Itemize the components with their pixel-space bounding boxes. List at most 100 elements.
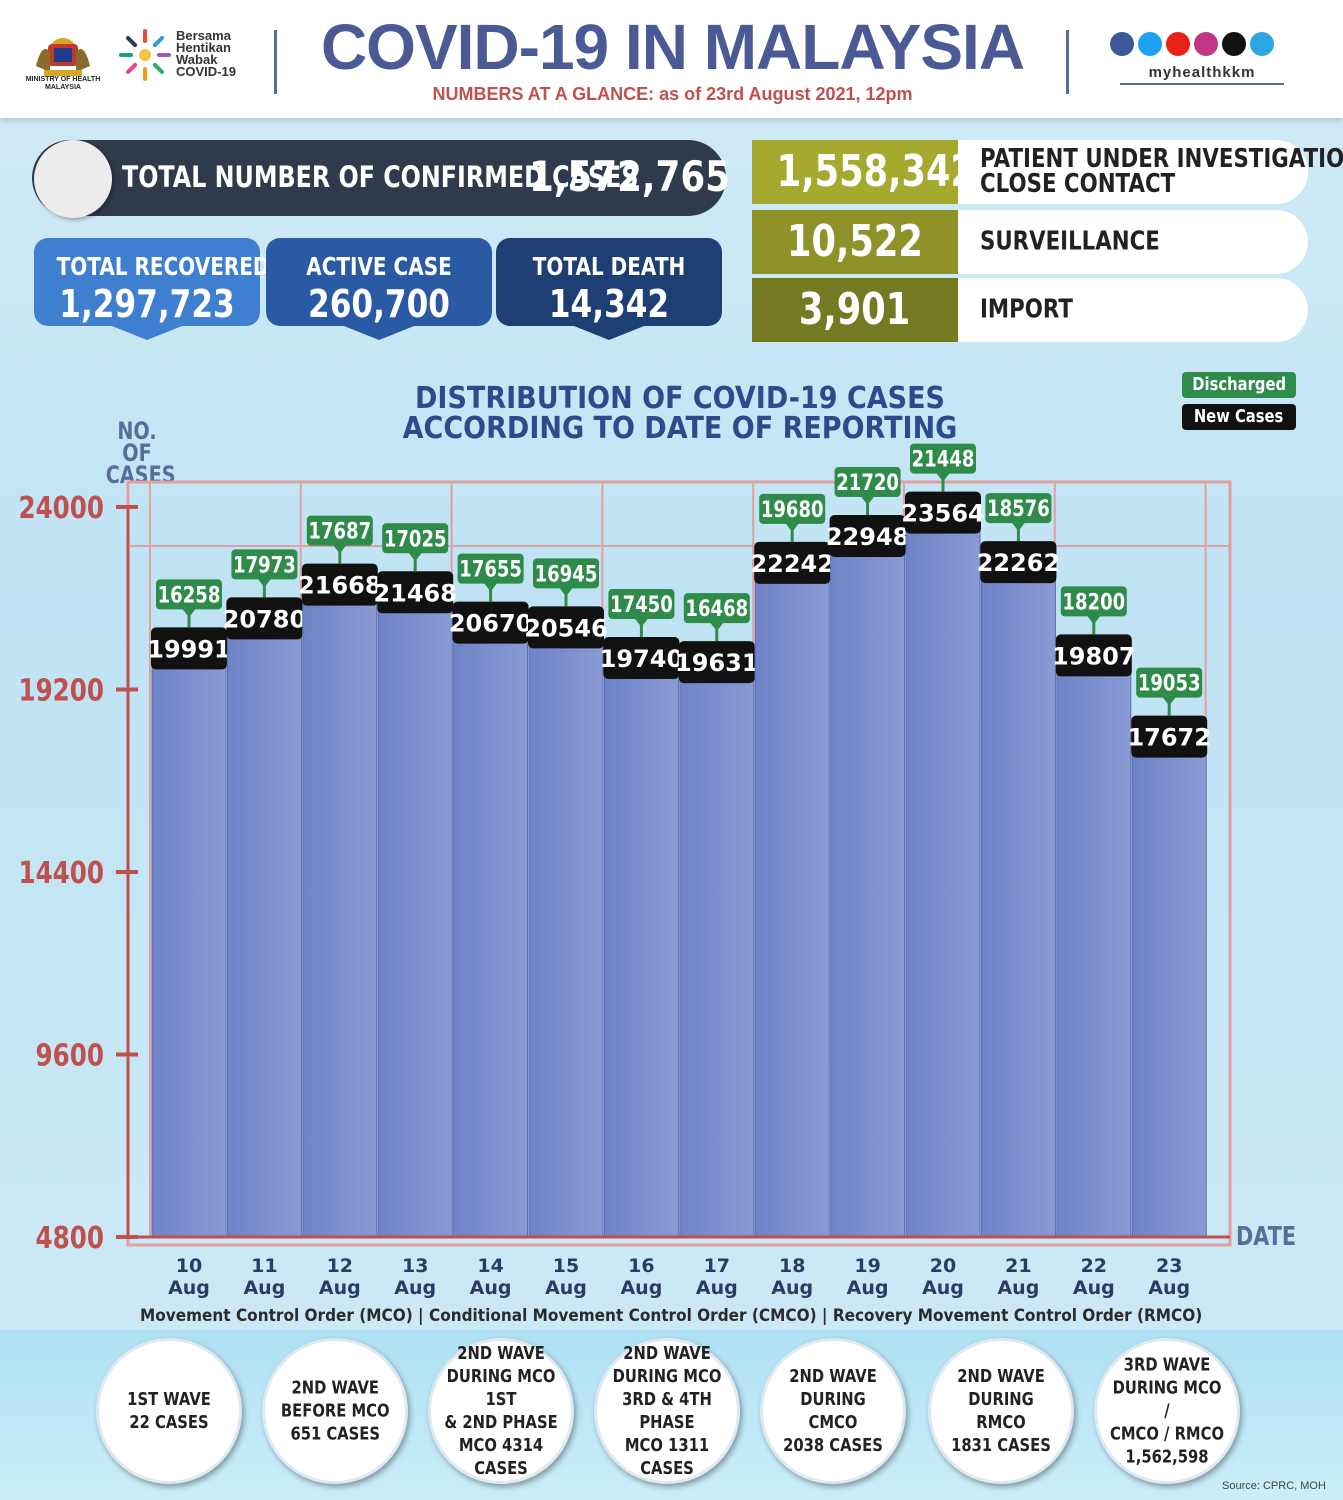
death-card: TOTAL DEATH 14,342 <box>496 238 722 340</box>
x-tick-month: Aug <box>545 1277 587 1299</box>
discharged-label: 16468 <box>685 595 748 621</box>
discharged-pointer <box>1011 522 1026 532</box>
category-row-investigation: 1,558,342 PATIENT UNDER INVESTIGATION / C… <box>752 140 1343 204</box>
discharged-label-box <box>608 588 675 619</box>
discharged-pointer <box>1086 615 1101 625</box>
discharged-pointer <box>332 544 347 554</box>
x-tick-month: Aug <box>771 1277 813 1299</box>
x-tick-day: 23 <box>1156 1255 1182 1277</box>
divider <box>1066 30 1069 94</box>
discharged-label-box <box>834 466 901 497</box>
x-axis-label: DATE <box>1236 1222 1297 1252</box>
header: MINISTRY OF HEALTH MALAYSIA Bersama Hent… <box>0 0 1343 118</box>
discharged-label: 21720 <box>836 469 899 495</box>
new-cases-label: 22242 <box>750 550 834 578</box>
discharged-pointer <box>860 495 875 505</box>
x-tick-day: 13 <box>402 1255 428 1277</box>
x-tick-day: 15 <box>553 1255 579 1277</box>
new-cases-label-box <box>1131 715 1208 758</box>
wave-circle-7: 3RD WAVE DURING MCO / CMCO / RMCO 1,562,… <box>1094 1338 1240 1484</box>
bar-new-cases <box>905 523 981 1238</box>
discharged-label-box <box>457 553 524 584</box>
confirmed-label: TOTAL NUMBER OF CONFIRMED CASES <box>122 160 639 194</box>
discharged-label: 17025 <box>384 525 447 551</box>
new-cases-label: 23564 <box>901 500 985 528</box>
x-tick-day: 18 <box>779 1255 805 1277</box>
new-cases-label: 19807 <box>1052 642 1136 670</box>
new-cases-label-box <box>603 636 680 679</box>
discharged-pointer <box>257 578 272 588</box>
discharged-pointer <box>936 472 950 482</box>
bar-new-cases <box>528 637 604 1238</box>
new-cases-label-box <box>980 541 1057 584</box>
discharged-label-box <box>231 549 298 580</box>
discharged-label-box <box>683 593 750 624</box>
bar-new-cases <box>226 628 302 1238</box>
bar-new-cases <box>603 668 679 1238</box>
discharged-label: 18200 <box>1062 589 1125 615</box>
new-cases-label-box <box>226 597 303 640</box>
campaign-logo-icon <box>119 29 171 81</box>
discharged-pointer <box>785 522 800 532</box>
discharged-pointer <box>1162 696 1177 706</box>
discharged-pointer <box>182 608 196 618</box>
y-tick-label: 24000 <box>18 492 104 526</box>
new-cases-label-box <box>1055 634 1132 677</box>
new-cases-label-box <box>829 514 906 557</box>
category-row-surveillance: 10,522 SURVEILLANCE <box>752 210 1308 274</box>
x-tick-day: 11 <box>251 1255 277 1277</box>
bar-new-cases <box>302 595 378 1238</box>
investigation-value: 1,558,342 <box>776 146 975 197</box>
new-cases-label: 20780 <box>223 605 307 633</box>
bar-new-cases <box>151 658 227 1238</box>
social-icons <box>1110 32 1300 60</box>
import-value: 3,901 <box>799 284 911 335</box>
source-note: Source: CPRC, MOH <box>1222 1480 1326 1492</box>
facebook-icon[interactable] <box>1110 32 1134 56</box>
x-tick-day: 22 <box>1081 1255 1107 1277</box>
x-tick-month: Aug <box>168 1277 210 1299</box>
bar-new-cases <box>980 572 1056 1238</box>
x-tick-month: Aug <box>620 1277 662 1299</box>
x-tick-day: 14 <box>477 1255 503 1277</box>
discharged-label: 19680 <box>761 496 824 522</box>
telegram-icon[interactable] <box>1250 32 1274 56</box>
x-tick-day: 16 <box>628 1255 654 1277</box>
death-label: TOTAL DEATH <box>532 252 686 281</box>
bar-new-cases <box>679 672 755 1238</box>
new-cases-label: 19740 <box>600 645 684 673</box>
new-cases-label: 22262 <box>977 549 1061 577</box>
new-cases-label: 17672 <box>1127 724 1211 752</box>
new-cases-label-box <box>905 491 981 534</box>
discharged-label: 17687 <box>308 518 371 544</box>
tiktok-icon[interactable] <box>1222 32 1246 56</box>
bar-new-cases <box>377 602 453 1238</box>
discharged-label-box <box>910 443 976 474</box>
discharged-label-box <box>533 558 599 589</box>
new-cases-label-box <box>754 541 831 584</box>
discharged-label: 17655 <box>459 556 522 582</box>
recovered-label: TOTAL RECOVERED <box>56 252 270 281</box>
y-tick-label: 9600 <box>36 1039 104 1073</box>
campaign-text: Bersama Hentikan Wabak COVID-19 <box>176 28 236 79</box>
new-cases-label-box <box>151 627 227 670</box>
surveillance-value: 10,522 <box>787 216 923 267</box>
y-tick-label: 19200 <box>18 674 104 708</box>
discharged-label-box <box>156 579 222 610</box>
discharged-label: 17973 <box>233 552 296 578</box>
x-tick-day: 12 <box>327 1255 353 1277</box>
divider <box>274 30 277 94</box>
x-tick-month: Aug <box>394 1277 436 1299</box>
social-handle[interactable]: myhealthkkm <box>1120 64 1284 85</box>
discharged-label: 16945 <box>535 561 598 587</box>
x-tick-month: Aug <box>1148 1277 1190 1299</box>
youtube-icon[interactable] <box>1166 32 1190 56</box>
x-tick-day: 20 <box>930 1255 956 1277</box>
wave-circle-1: 1ST WAVE 22 CASES <box>96 1338 242 1484</box>
death-value: 14,342 <box>548 282 670 326</box>
twitter-icon[interactable] <box>1138 32 1162 56</box>
x-tick-day: 19 <box>854 1255 880 1277</box>
new-cases-label: 20670 <box>449 610 533 638</box>
bar-new-cases <box>830 546 906 1238</box>
instagram-icon[interactable] <box>1194 32 1218 56</box>
